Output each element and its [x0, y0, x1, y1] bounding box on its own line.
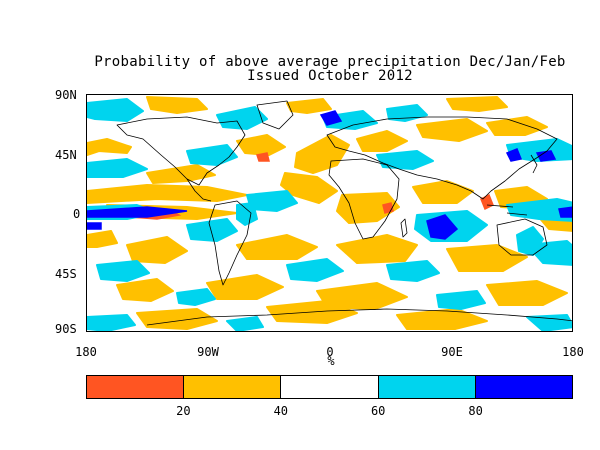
colorbar-segment — [280, 376, 378, 398]
lon-label-90w: 90W — [197, 345, 219, 359]
colorbar-tick-label: 60 — [370, 404, 386, 418]
x-axis-unit: % — [327, 354, 335, 368]
lat-label-45s: 45S — [55, 267, 77, 281]
colorbar-segment — [87, 376, 184, 398]
lon-label-180w: 180 — [75, 345, 97, 359]
map-subtitle: Issued October 2012 — [247, 68, 413, 84]
colorbar-segment — [474, 376, 573, 398]
orange-regions — [87, 96, 572, 330]
lat-label-90n: 90N — [55, 88, 77, 102]
cyan-regions — [87, 98, 572, 331]
colorbar-tick-label: 40 — [273, 404, 289, 418]
lat-label-45n: 45N — [55, 148, 77, 162]
lon-label-180e: 180 — [562, 345, 584, 359]
map-panel — [86, 94, 573, 332]
colorbar-tick-label: 20 — [176, 404, 191, 418]
colorbar-tick-label: 80 — [468, 404, 483, 418]
lon-label-0: 0 — [326, 345, 334, 359]
blue-regions — [87, 110, 572, 240]
colorbar-segment — [377, 376, 475, 398]
coastlines — [116, 100, 572, 326]
precipitation-map — [87, 96, 572, 331]
lat-label-90s: 90S — [55, 322, 77, 336]
map-title: Probability of above average precipitati… — [94, 54, 566, 70]
colorbar — [86, 375, 573, 399]
lat-label-0: 0 — [73, 207, 81, 221]
lon-label-90e: 90E — [441, 345, 463, 359]
colorbar-segment — [183, 376, 281, 398]
